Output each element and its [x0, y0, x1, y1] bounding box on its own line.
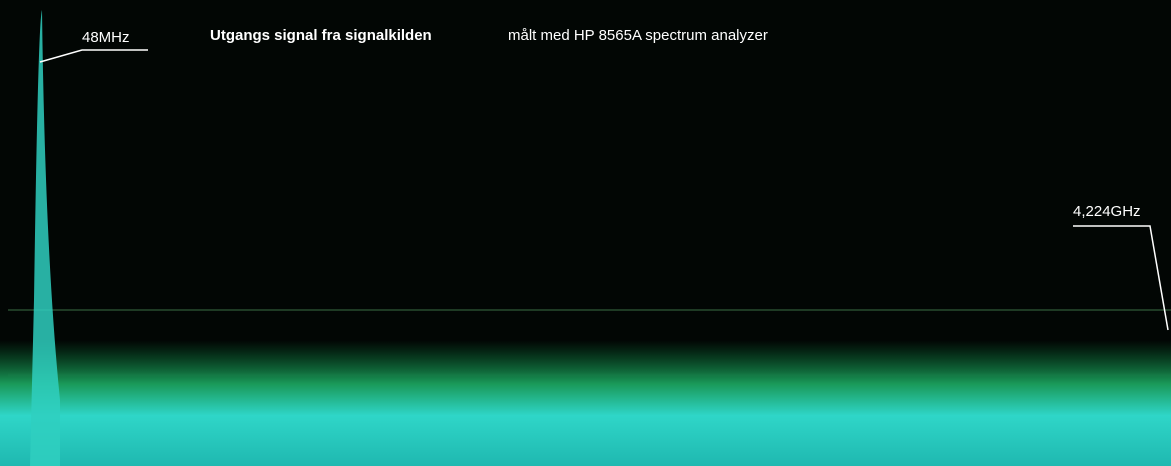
marker-line — [1073, 225, 1169, 331]
title: Utgangs signal fra signalkilden — [210, 27, 432, 44]
marker-line — [39, 49, 148, 63]
start-frequency-label: 48MHz — [82, 29, 130, 46]
carrier-peak — [30, 10, 60, 466]
noise-floor — [0, 340, 1171, 466]
subtitle: målt med HP 8565A spectrum analyzer — [508, 27, 768, 44]
end-frequency-label: 4,224GHz — [1073, 203, 1141, 220]
